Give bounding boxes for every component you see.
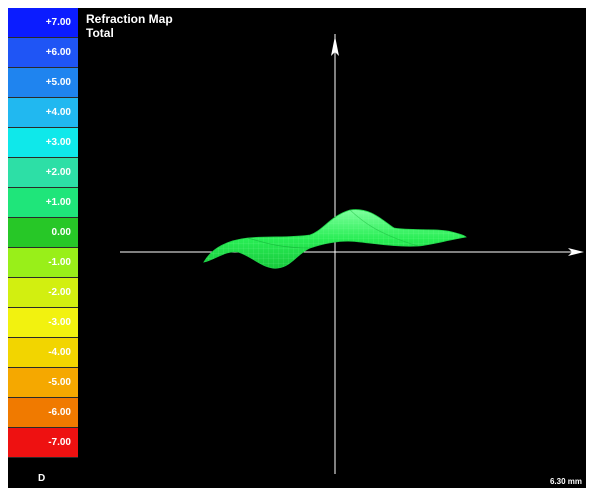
legend-item: +7.00 (8, 8, 78, 38)
legend-item: +4.00 (8, 98, 78, 128)
map-plot-area[interactable]: 6.30 mm (78, 8, 586, 488)
legend-item: -5.00 (8, 368, 78, 398)
legend-item: +3.00 (8, 128, 78, 158)
legend-item: -1.00 (8, 248, 78, 278)
legend-item: +2.00 (8, 158, 78, 188)
legend-item: -2.00 (8, 278, 78, 308)
legend-item: +5.00 (8, 68, 78, 98)
refraction-map-window: +7.00 +6.00 +5.00 +4.00 +3.00 +2.00 +1.0… (8, 8, 586, 488)
legend-item: +6.00 (8, 38, 78, 68)
y-axis-arrow-icon (331, 36, 339, 56)
color-scale-legend: +7.00 +6.00 +5.00 +4.00 +3.00 +2.00 +1.0… (8, 8, 78, 464)
refraction-surface (203, 209, 467, 269)
surface-view[interactable] (78, 8, 586, 488)
legend-item: 0.00 (8, 218, 78, 248)
map-title-text: Refraction Map (86, 12, 173, 26)
legend-item: -6.00 (8, 398, 78, 428)
map-subtitle-text: Total (86, 26, 114, 40)
legend-item: -7.00 (8, 428, 78, 458)
diopter-unit-label: D (38, 473, 46, 484)
scale-label: 6.30 mm (549, 477, 582, 486)
legend-item: -3.00 (8, 308, 78, 338)
legend-item: +1.00 (8, 188, 78, 218)
map-title: Refraction Map Total (86, 12, 173, 40)
legend-item: -4.00 (8, 338, 78, 368)
x-axis-arrow-icon (568, 248, 584, 256)
